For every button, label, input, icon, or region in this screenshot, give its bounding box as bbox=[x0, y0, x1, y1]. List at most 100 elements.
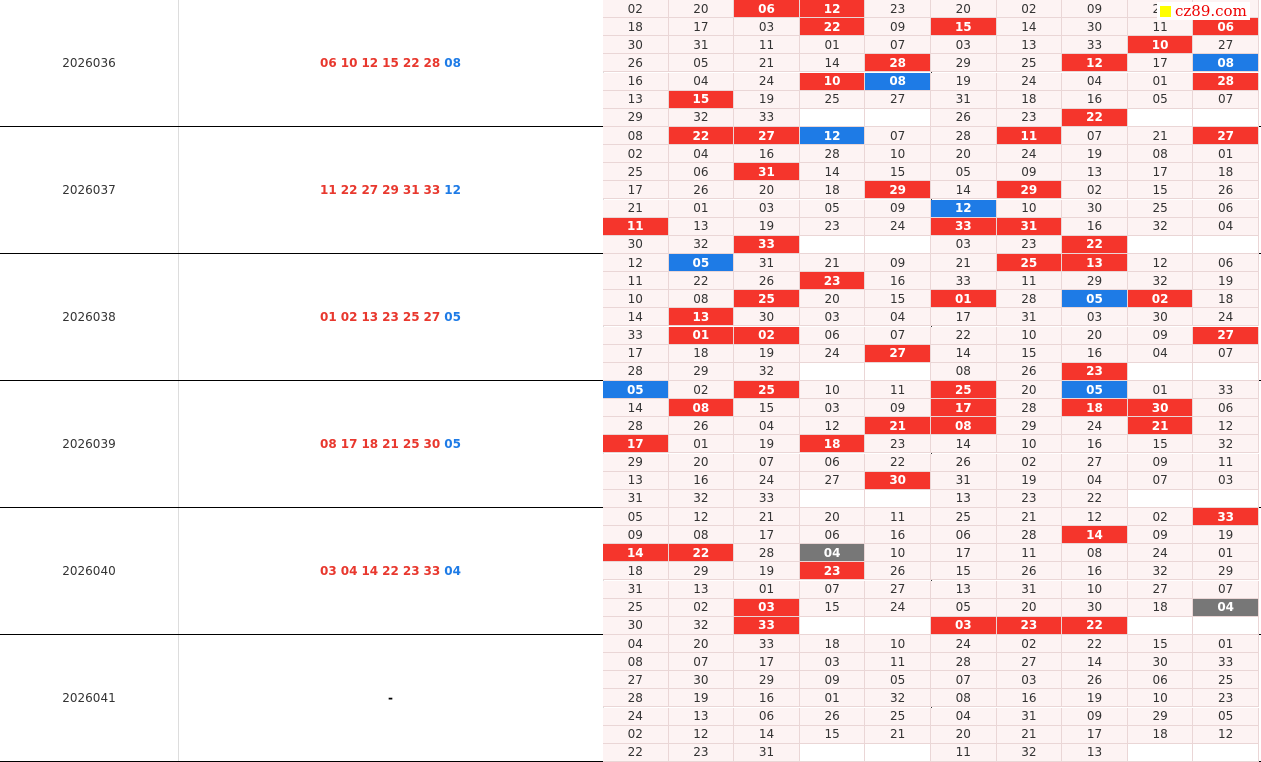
cell: 17 bbox=[1127, 163, 1194, 182]
cell: 14 bbox=[1062, 653, 1128, 672]
highlight-cell: 03 bbox=[931, 616, 997, 635]
highlight-cell: 14 bbox=[603, 544, 669, 563]
cell: 14 bbox=[996, 18, 1063, 37]
period: 2026039 bbox=[0, 381, 179, 507]
red-ball: 30 bbox=[423, 437, 441, 451]
empty-cell bbox=[1127, 362, 1194, 381]
cell: 01 bbox=[1193, 544, 1259, 563]
cell: 08 bbox=[1062, 544, 1128, 563]
cell: 26 bbox=[668, 417, 735, 436]
highlight-cell: 01 bbox=[931, 290, 997, 309]
cell: 29 bbox=[1193, 562, 1259, 581]
cell: 02 bbox=[603, 0, 669, 18]
highlight-cell: 13 bbox=[668, 308, 735, 327]
period: 2026036 bbox=[0, 0, 179, 126]
cell: 06 bbox=[799, 526, 866, 545]
red-ball: 21 bbox=[382, 437, 399, 451]
cell: 08 bbox=[668, 526, 735, 545]
cell: 12 bbox=[1193, 725, 1259, 744]
cell: 32 bbox=[668, 235, 735, 254]
cell: 33 bbox=[734, 635, 800, 653]
cell: 31 bbox=[603, 580, 669, 599]
cell: 20 bbox=[931, 0, 997, 18]
cell: 03 bbox=[931, 36, 997, 55]
cell: 28 bbox=[931, 127, 997, 145]
cell: 30 bbox=[1127, 653, 1194, 672]
highlight-cell: 15 bbox=[668, 90, 735, 109]
cell: 02 bbox=[668, 381, 735, 399]
cell: 20 bbox=[931, 725, 997, 744]
cell: 06 bbox=[799, 326, 866, 345]
cell: 14 bbox=[931, 344, 997, 363]
cell: 09 bbox=[865, 18, 931, 37]
cell: 20 bbox=[668, 635, 735, 653]
cell: 26 bbox=[996, 362, 1063, 381]
empty-cell bbox=[799, 489, 866, 508]
red-ball: 29 bbox=[382, 183, 399, 197]
cell: 16 bbox=[996, 689, 1063, 708]
highlight-cell: 03 bbox=[734, 598, 800, 617]
cell: 11 bbox=[865, 508, 931, 526]
highlight-cell: 22 bbox=[1062, 616, 1128, 635]
highlight-cell: 22 bbox=[799, 18, 866, 37]
cell: 27 bbox=[865, 580, 931, 599]
red-ball: 06 bbox=[320, 56, 337, 70]
cell: 26 bbox=[734, 272, 800, 291]
cell: 15 bbox=[799, 598, 866, 617]
cell: 08 bbox=[603, 127, 669, 145]
cell: 25 bbox=[865, 707, 931, 726]
cell: 28 bbox=[996, 526, 1063, 545]
cell: 33 bbox=[1193, 381, 1259, 399]
red-ball: 27 bbox=[423, 310, 441, 324]
cell: 10 bbox=[865, 635, 931, 653]
draw-numbers: 08 17 18 21 25 30 05 bbox=[178, 381, 604, 507]
cell: 19 bbox=[931, 72, 997, 91]
cell: 09 bbox=[996, 163, 1063, 182]
highlight-cell: 21 bbox=[1127, 417, 1194, 436]
cell: 10 bbox=[1127, 689, 1194, 708]
cell: 06 bbox=[1193, 199, 1259, 218]
red-ball: 08 bbox=[320, 437, 337, 451]
highlight-cell: 29 bbox=[996, 181, 1063, 200]
red-ball: 33 bbox=[423, 564, 441, 578]
period-block: 2026039 08 17 18 21 25 30 05 05 02 25 10 11 25 20 05 01 3… bbox=[0, 381, 1261, 508]
cell: 28 bbox=[799, 145, 866, 164]
cell: 28 bbox=[996, 399, 1063, 418]
empty-cell bbox=[1127, 108, 1194, 127]
cell: 11 bbox=[603, 272, 669, 291]
period: 2026037 bbox=[0, 127, 179, 253]
cell: 23 bbox=[668, 743, 735, 762]
cell: 22 bbox=[1062, 489, 1128, 508]
cell: 09 bbox=[1062, 0, 1128, 18]
cell: 18 bbox=[1193, 163, 1259, 182]
cell: 07 bbox=[1193, 90, 1259, 109]
cell: 21 bbox=[1127, 127, 1194, 145]
highlight-cell: 23 bbox=[996, 616, 1063, 635]
cell: 09 bbox=[1127, 453, 1194, 472]
cell: 12 bbox=[799, 417, 866, 436]
cell: 31 bbox=[931, 471, 997, 490]
red-ball: 11 bbox=[320, 183, 337, 197]
cell: 32 bbox=[734, 362, 800, 381]
cell: 29 bbox=[734, 671, 800, 690]
watermark-text: cz89.com bbox=[1175, 2, 1247, 20]
empty-cell bbox=[865, 108, 931, 127]
highlight-cell: 21 bbox=[865, 417, 931, 436]
cell: 17 bbox=[1127, 54, 1194, 73]
cell: 09 bbox=[1127, 526, 1194, 545]
red-ball: 25 bbox=[402, 310, 420, 324]
cell: 21 bbox=[996, 725, 1063, 744]
highlight-cell: 02 bbox=[1127, 290, 1194, 309]
cell: 14 bbox=[603, 399, 669, 418]
highlight-cell: 23 bbox=[799, 562, 866, 581]
period: 2026040 bbox=[0, 508, 179, 634]
cell: 10 bbox=[603, 290, 669, 309]
cell: 07 bbox=[799, 580, 866, 599]
cell: 30 bbox=[603, 36, 669, 55]
watermark: cz89.com bbox=[1157, 2, 1250, 20]
cell: 05 bbox=[931, 163, 997, 182]
blue-ball: 04 bbox=[444, 564, 461, 578]
cell: 17 bbox=[668, 18, 735, 37]
cell: 19 bbox=[1193, 526, 1259, 545]
cell: 12 bbox=[1127, 254, 1194, 272]
